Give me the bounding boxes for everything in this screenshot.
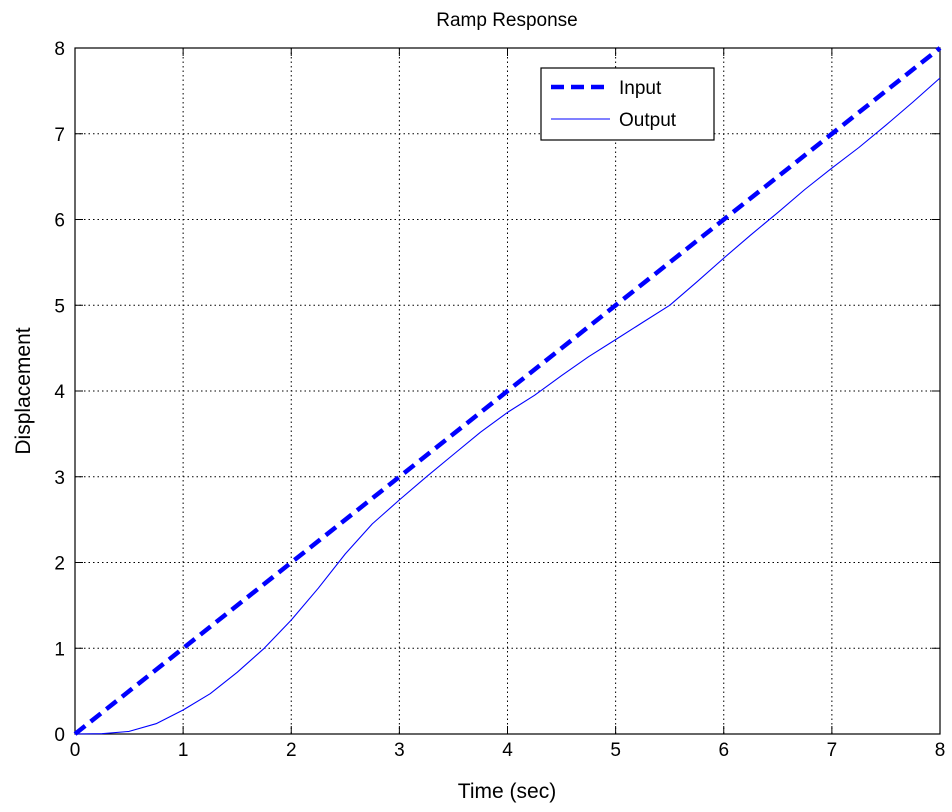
y-tick-label: 1	[54, 639, 65, 660]
x-tick-label: 8	[935, 740, 946, 761]
series-line-output	[74, 77, 941, 735]
y-axis-label: Displacement	[12, 327, 35, 454]
legend-label-output: Output	[619, 110, 677, 131]
legend-label-input: Input	[619, 78, 662, 99]
y-tick-label: 0	[54, 725, 65, 746]
x-axis-label: Time (sec)	[458, 780, 556, 803]
y-tick-label: 4	[54, 382, 65, 403]
x-tick-label: 7	[827, 740, 838, 761]
series-lines	[73, 46, 942, 736]
x-tick-label: 3	[394, 740, 405, 761]
y-tick-label: 6	[54, 211, 65, 232]
x-tick-label: 5	[610, 740, 621, 761]
x-tick-label: 6	[718, 740, 729, 761]
x-tick-label: 2	[286, 740, 297, 761]
chart-title: Ramp Response	[436, 10, 578, 31]
x-tick-label: 1	[178, 740, 189, 761]
legend-box	[540, 67, 715, 141]
axis-ticks: 0 1 2 3 4 5 6 7 8 0 1 2 3 4 5 6 7 8	[54, 39, 945, 761]
y-tick-label: 3	[54, 468, 65, 489]
y-tick-label: 8	[54, 39, 65, 60]
x-tick-label: 4	[502, 740, 513, 761]
y-tick-label: 5	[54, 296, 65, 317]
x-tick-label: 0	[70, 740, 81, 761]
y-tick-label: 7	[54, 125, 65, 146]
series-line-input	[73, 46, 942, 736]
legend: Input Output	[540, 67, 715, 141]
y-tick-label: 2	[54, 554, 65, 575]
